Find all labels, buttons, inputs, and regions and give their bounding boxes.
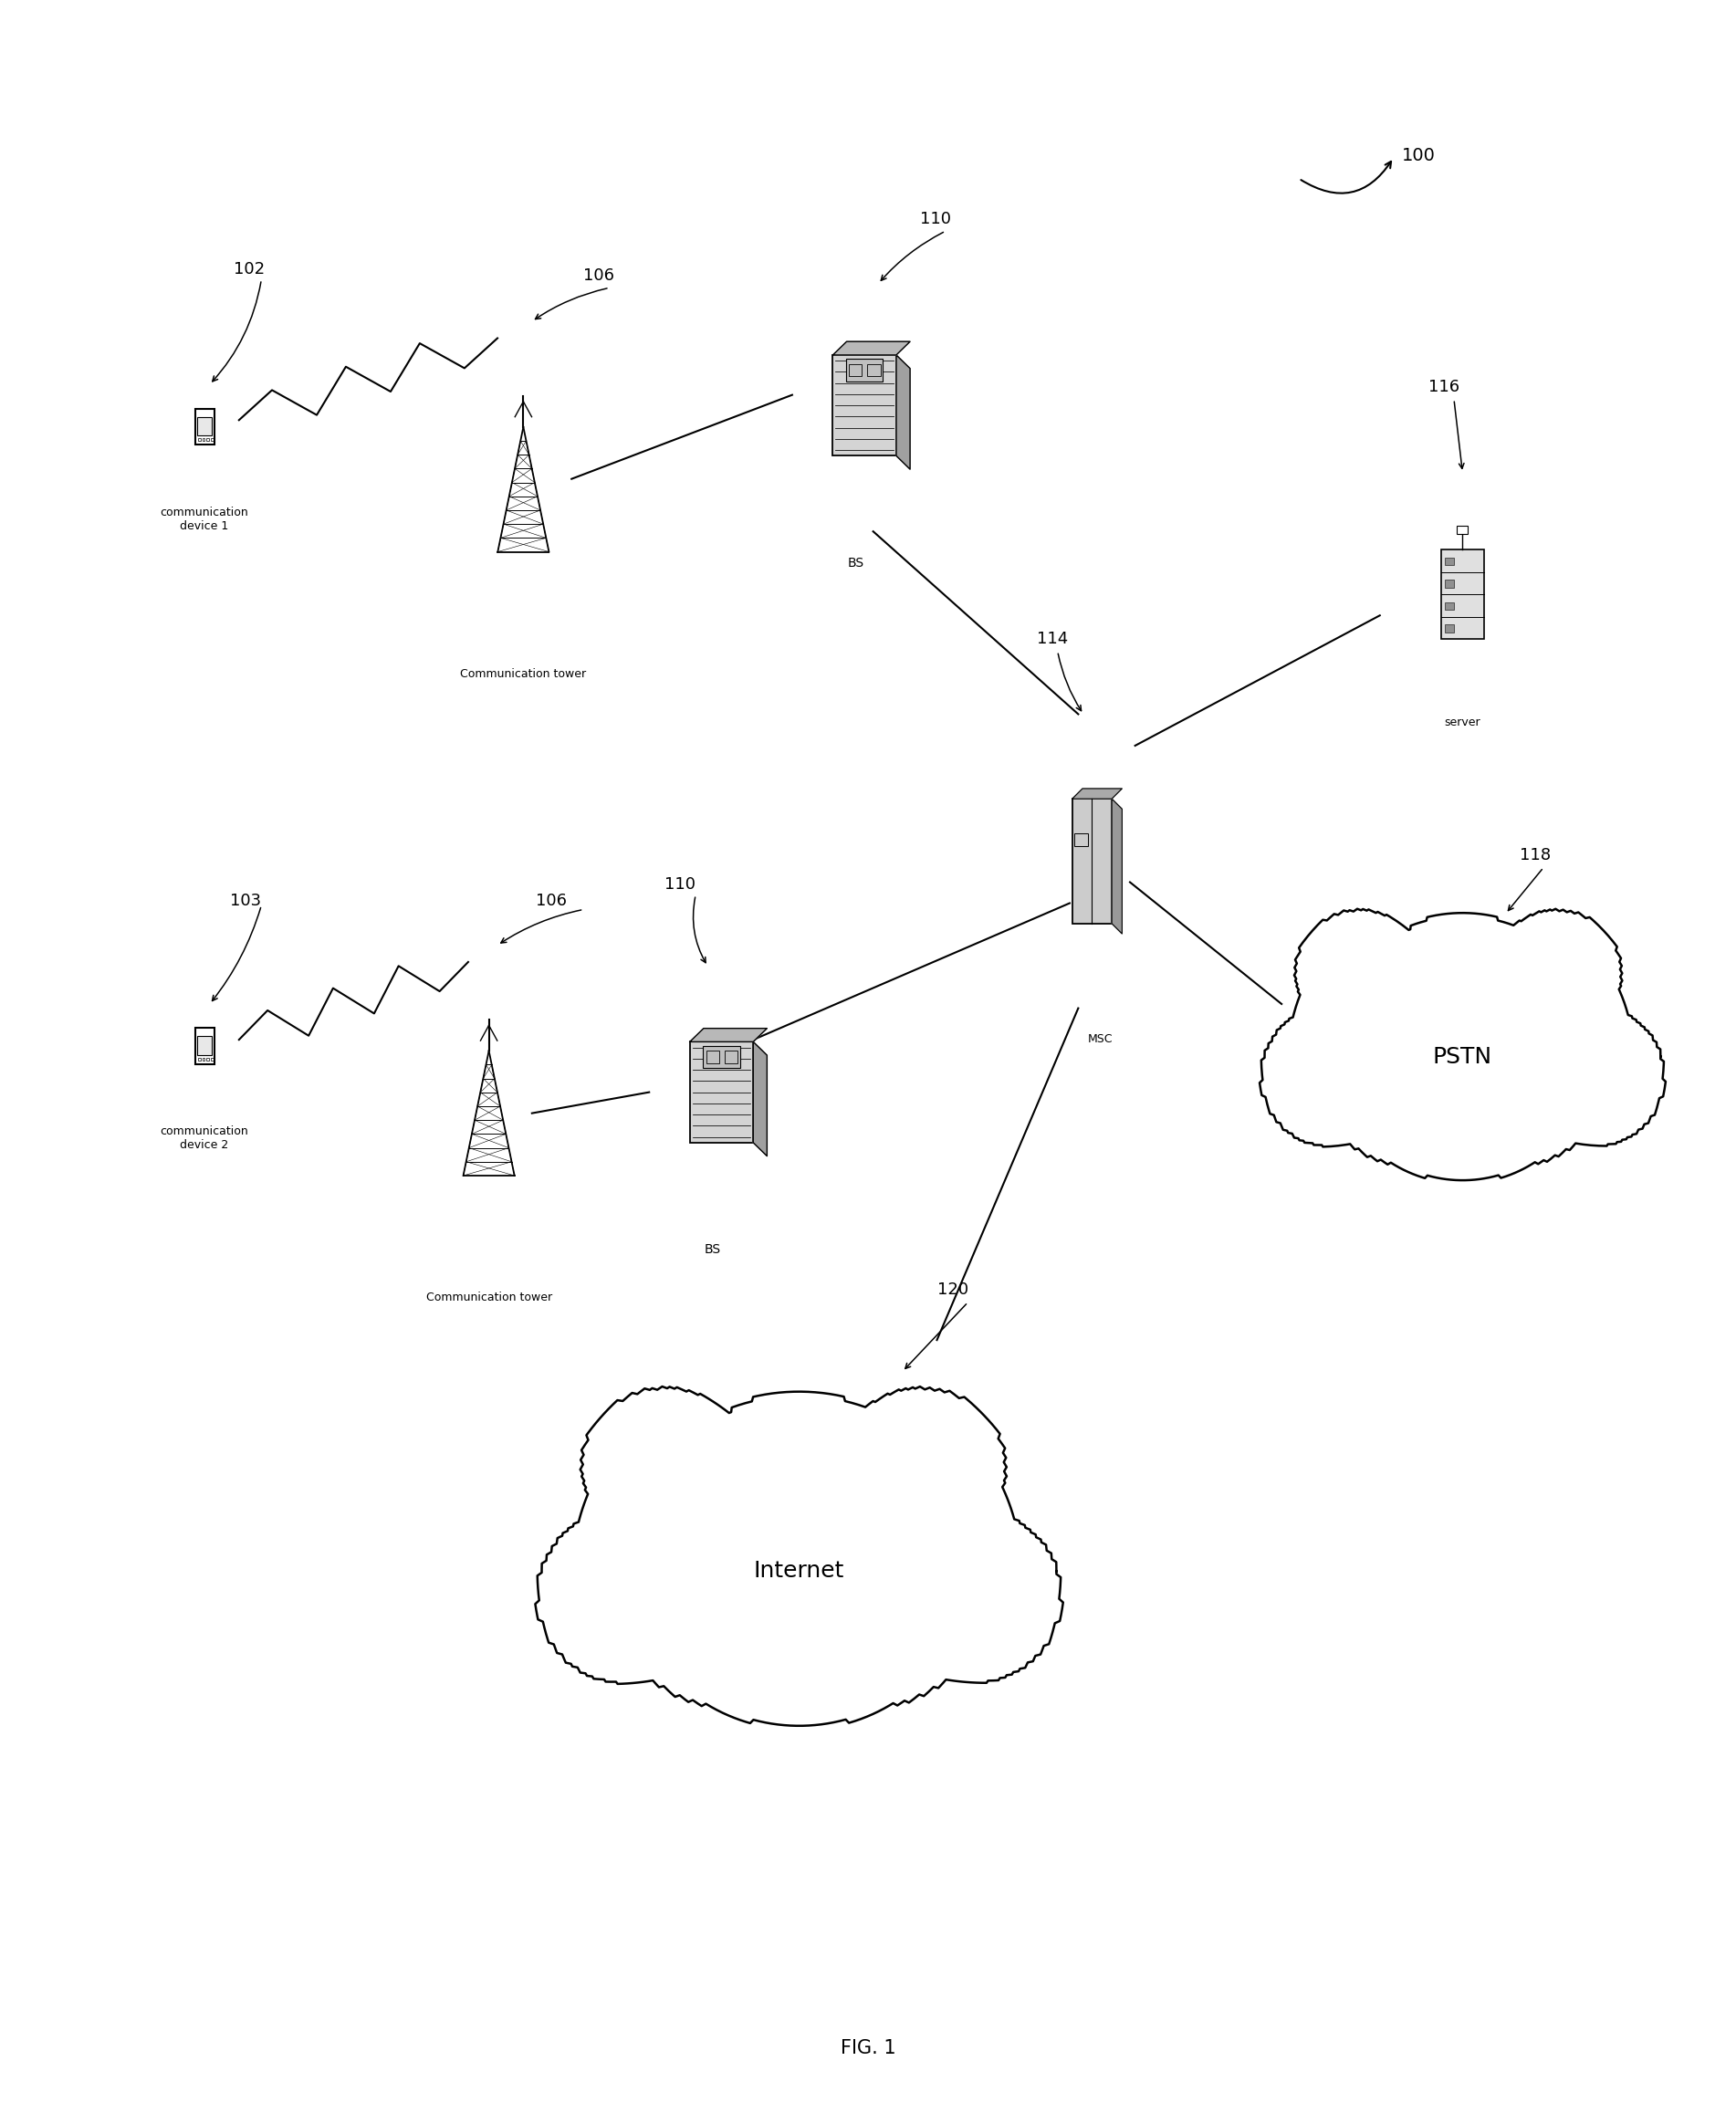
Bar [212, 437, 214, 442]
Text: 102: 102 [234, 260, 266, 277]
Text: 110: 110 [920, 211, 951, 226]
Bar [1444, 579, 1455, 587]
Bar [1075, 835, 1088, 845]
Bar [849, 363, 863, 376]
Bar [207, 1059, 210, 1061]
Bar [868, 363, 880, 376]
Text: 103: 103 [231, 894, 262, 909]
Bar [198, 437, 201, 442]
Text: FIG. 1: FIG. 1 [840, 2039, 896, 2056]
Polygon shape [896, 355, 910, 469]
Bar [198, 1035, 212, 1054]
Text: 116: 116 [1429, 378, 1460, 395]
Bar [201, 437, 205, 442]
Bar [194, 1029, 214, 1063]
Text: 114: 114 [1036, 630, 1068, 647]
Bar [194, 408, 214, 444]
Polygon shape [833, 342, 910, 355]
Text: PSTN: PSTN [1432, 1046, 1493, 1067]
Bar [1441, 549, 1484, 638]
Bar [1457, 526, 1469, 535]
Bar [724, 1050, 738, 1063]
Polygon shape [753, 1042, 767, 1156]
Bar [1444, 623, 1455, 632]
Text: Communication tower: Communication tower [460, 668, 587, 680]
Polygon shape [1073, 788, 1121, 799]
Text: server: server [1444, 716, 1481, 729]
Bar [1444, 602, 1455, 611]
Text: 100: 100 [1403, 146, 1436, 165]
Text: Communication tower: Communication tower [425, 1291, 552, 1304]
Text: BS: BS [705, 1242, 720, 1257]
Polygon shape [1260, 909, 1665, 1181]
Bar [1073, 799, 1111, 923]
Bar [707, 1050, 719, 1063]
Bar [845, 359, 884, 380]
Text: MSC: MSC [1088, 1033, 1113, 1046]
FancyArrowPatch shape [1300, 161, 1391, 192]
Polygon shape [1111, 799, 1121, 934]
Text: Internet: Internet [753, 1559, 844, 1583]
Bar [207, 437, 210, 442]
Text: BS: BS [847, 556, 865, 568]
Bar [198, 416, 212, 435]
Bar [1444, 558, 1455, 566]
Text: 118: 118 [1519, 847, 1550, 864]
Text: 120: 120 [937, 1283, 969, 1297]
Bar [703, 1046, 740, 1067]
Bar [833, 355, 896, 456]
Text: communication
device 2: communication device 2 [160, 1126, 248, 1152]
Bar [201, 1059, 205, 1061]
Text: 106: 106 [535, 894, 566, 909]
Polygon shape [689, 1029, 767, 1042]
Bar [689, 1042, 753, 1143]
Text: 106: 106 [583, 266, 615, 283]
Bar [198, 1059, 201, 1061]
Text: 110: 110 [665, 877, 696, 892]
Polygon shape [535, 1386, 1062, 1726]
Text: communication
device 1: communication device 1 [160, 507, 248, 532]
Bar [212, 1059, 214, 1061]
